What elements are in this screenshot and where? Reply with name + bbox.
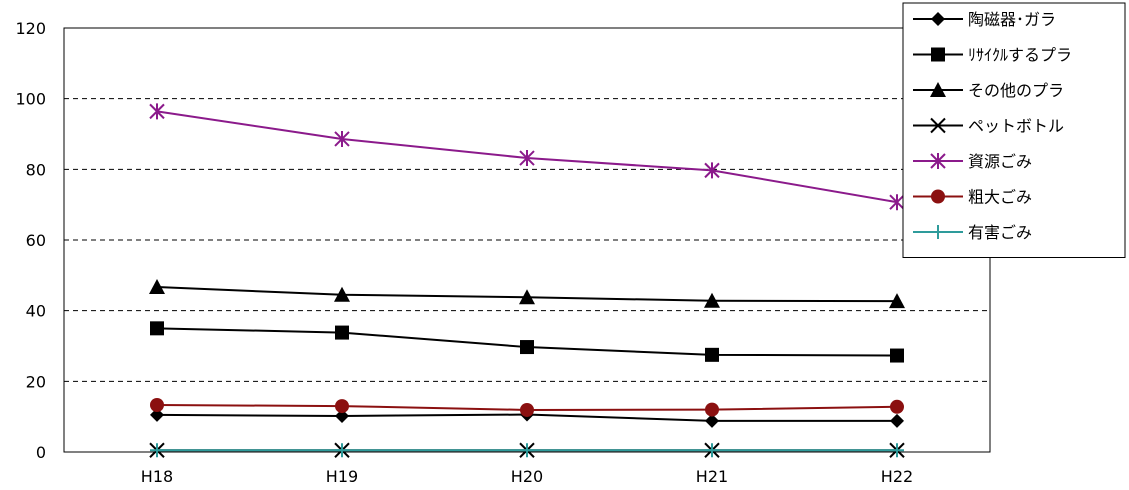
data-point bbox=[149, 103, 165, 120]
legend-item: ﾘｻｲｸﾙするプラ bbox=[913, 46, 1072, 65]
legend-item: ペットボトル bbox=[913, 117, 1064, 136]
data-point bbox=[890, 413, 904, 428]
data-point bbox=[335, 325, 349, 340]
data-point bbox=[704, 292, 720, 308]
data-point bbox=[335, 408, 349, 423]
x-tick-label: H19 bbox=[326, 467, 358, 486]
data-point bbox=[519, 289, 535, 305]
legend-label: ﾘｻｲｸﾙするプラ bbox=[968, 46, 1072, 65]
series-5 bbox=[150, 398, 904, 417]
legend-label: 資源ごみ bbox=[968, 152, 1032, 171]
data-point bbox=[335, 399, 349, 414]
legend-item: 陶磁器･ガラ bbox=[913, 10, 1056, 29]
legend-marker bbox=[930, 153, 946, 169]
data-point bbox=[890, 443, 904, 458]
legend-label: 陶磁器･ガラ bbox=[968, 10, 1056, 29]
x-tick-label: H20 bbox=[511, 467, 543, 486]
y-tick-label: 120 bbox=[15, 19, 46, 38]
series-layer bbox=[149, 103, 905, 458]
x-tick-label: H22 bbox=[881, 467, 913, 486]
data-point bbox=[150, 321, 164, 336]
data-point bbox=[334, 130, 350, 147]
y-axis: 0 20 40 60 80 100 120 bbox=[15, 19, 46, 462]
data-point bbox=[890, 399, 904, 414]
y-tick-label: 20 bbox=[26, 372, 46, 391]
y-tick-label: 60 bbox=[26, 231, 46, 250]
series-4 bbox=[149, 103, 905, 211]
data-point bbox=[889, 293, 905, 309]
legend-marker bbox=[930, 117, 946, 134]
legend-item: 粗大ごみ bbox=[913, 188, 1032, 207]
data-point bbox=[520, 443, 534, 458]
legend-label: ペットボトル bbox=[968, 117, 1064, 136]
data-point bbox=[520, 340, 534, 355]
legend-marker bbox=[931, 12, 945, 26]
data-point bbox=[705, 413, 719, 428]
legend-marker bbox=[931, 225, 945, 239]
data-point bbox=[705, 402, 719, 417]
x-tick-label: H21 bbox=[696, 467, 728, 486]
legend-label: 有害ごみ bbox=[968, 223, 1032, 242]
data-point bbox=[334, 286, 350, 302]
legend-item: 資源ごみ bbox=[913, 152, 1032, 171]
legend-marker bbox=[931, 189, 945, 204]
legend-marker bbox=[931, 47, 945, 62]
data-point bbox=[705, 347, 719, 362]
y-tick-label: 100 bbox=[15, 90, 46, 109]
legend-box bbox=[902, 2, 1126, 258]
legend-item: 有害ごみ bbox=[913, 223, 1032, 242]
series-2 bbox=[149, 278, 905, 309]
data-point bbox=[150, 407, 164, 422]
y-tick-label: 40 bbox=[26, 302, 46, 321]
data-point bbox=[705, 443, 719, 458]
x-axis: H18 H19 H20 H21 H22 bbox=[141, 467, 913, 486]
series-6 bbox=[150, 443, 904, 458]
legend-label: その他のプラ bbox=[968, 81, 1064, 100]
data-point bbox=[519, 150, 535, 167]
data-point bbox=[889, 194, 905, 211]
data-point bbox=[150, 398, 164, 413]
y-tick-label: 0 bbox=[36, 443, 46, 462]
data-point bbox=[335, 443, 349, 458]
legend-marker bbox=[930, 82, 946, 97]
gridlines bbox=[64, 98, 990, 382]
y-tick-label: 80 bbox=[26, 160, 46, 179]
legend-item: その他のプラ bbox=[913, 81, 1064, 100]
series-1 bbox=[150, 321, 904, 363]
data-point bbox=[704, 162, 720, 179]
data-point bbox=[149, 278, 165, 294]
data-point bbox=[150, 443, 164, 458]
data-point bbox=[890, 348, 904, 363]
x-tick-label: H18 bbox=[141, 467, 173, 486]
data-point bbox=[520, 402, 534, 417]
legend-label: 粗大ごみ bbox=[968, 188, 1032, 207]
